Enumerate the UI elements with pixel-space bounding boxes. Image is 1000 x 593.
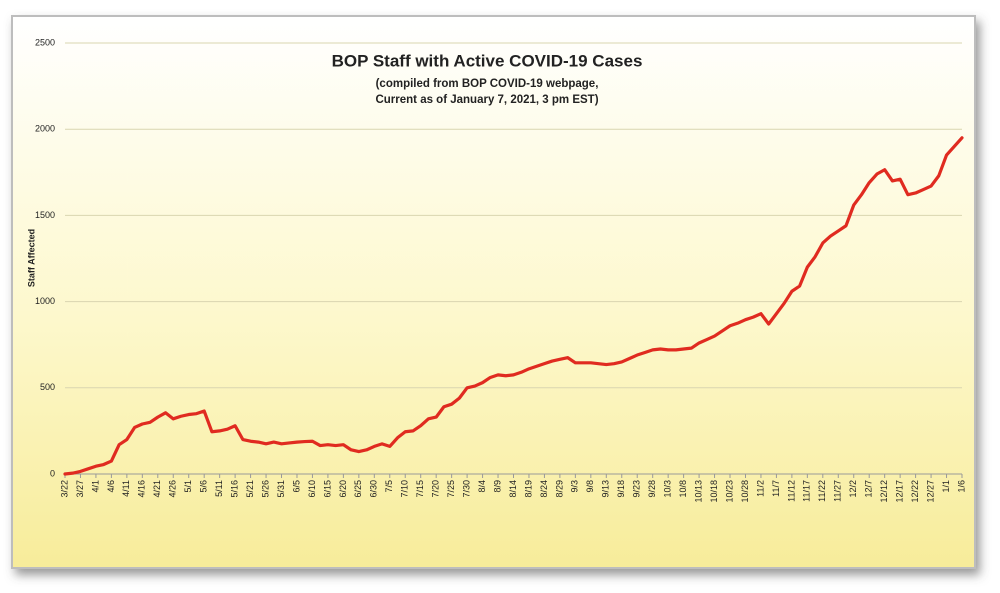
x-tick-label: 8/4	[477, 480, 487, 493]
x-tick-label: 4/11	[121, 480, 131, 497]
y-tick-label: 2500	[35, 37, 55, 47]
x-tick-label: 4/6	[106, 480, 116, 493]
x-tick-label: 9/13	[601, 480, 611, 498]
x-tick-label: 12/27	[925, 480, 935, 503]
x-tick-label: 8/9	[492, 480, 502, 493]
x-tick-label: 7/10	[400, 480, 410, 498]
chart-subtitle: Current as of January 7, 2021, 3 pm EST)	[375, 94, 598, 106]
chart-panel	[11, 15, 976, 569]
x-tick-label: 7/20	[431, 480, 441, 498]
x-tick-label: 5/11	[214, 480, 224, 497]
x-tick-label: 12/2	[848, 480, 858, 498]
x-tick-label: 10/23	[724, 480, 734, 503]
x-tick-label: 5/21	[245, 480, 255, 498]
chart-title: BOP Staff with Active COVID-19 Cases	[332, 51, 643, 70]
x-tick-label: 5/16	[229, 480, 239, 498]
y-tick-label: 0	[50, 468, 55, 478]
x-tick-label: 12/17	[895, 480, 905, 503]
x-tick-label: 1/6	[956, 480, 966, 493]
x-tick-label: 9/28	[647, 480, 657, 498]
x-tick-label: 4/21	[152, 480, 162, 498]
x-tick-label: 11/7	[771, 480, 781, 497]
y-tick-label: 1000	[35, 296, 55, 306]
x-tick-label: 8/29	[554, 480, 564, 498]
y-axis-label: Staff Affected	[26, 229, 36, 287]
x-tick-label: 9/8	[585, 480, 595, 493]
x-tick-label: 6/10	[307, 480, 317, 498]
y-tick-label: 2000	[35, 124, 55, 134]
x-tick-label: 11/17	[802, 480, 812, 502]
x-tick-label: 11/12	[786, 480, 796, 502]
x-tick-label: 6/15	[322, 480, 332, 498]
x-tick-label: 5/6	[199, 480, 209, 493]
x-tick-label: 7/25	[446, 480, 456, 498]
x-tick-label: 3/27	[75, 480, 85, 498]
x-tick-label: 4/26	[168, 480, 178, 498]
x-tick-label: 12/7	[864, 480, 874, 498]
x-tick-label: 9/18	[616, 480, 626, 498]
x-tick-label: 10/28	[740, 480, 750, 503]
x-tick-label: 5/1	[183, 480, 193, 493]
x-tick-label: 10/8	[678, 480, 688, 498]
x-tick-label: 10/3	[663, 480, 673, 498]
x-tick-label: 1/1	[941, 480, 951, 493]
chart-subtitle: (compiled from BOP COVID-19 webpage,	[376, 78, 599, 90]
x-tick-label: 8/24	[539, 480, 549, 498]
x-tick-label: 6/25	[353, 480, 363, 498]
x-tick-label: 7/5	[384, 480, 394, 493]
x-tick-label: 11/27	[833, 480, 843, 502]
x-tick-label: 8/19	[523, 480, 533, 498]
x-tick-label: 10/13	[693, 480, 703, 503]
x-tick-label: 4/16	[137, 480, 147, 498]
x-tick-label: 5/26	[260, 480, 270, 498]
x-tick-label: 6/5	[291, 480, 301, 493]
x-tick-label: 7/15	[415, 480, 425, 498]
x-tick-label: 11/22	[817, 480, 827, 502]
x-tick-label: 10/18	[709, 480, 719, 503]
x-tick-label: 4/1	[90, 480, 100, 493]
x-tick-label: 12/22	[910, 480, 920, 503]
x-tick-label: 5/31	[276, 480, 286, 498]
y-tick-label: 500	[40, 382, 55, 392]
x-tick-label: 8/14	[508, 480, 518, 498]
x-tick-label: 3/22	[59, 480, 69, 498]
x-tick-label: 12/12	[879, 480, 889, 503]
y-tick-label: 1500	[35, 210, 55, 220]
x-tick-label: 6/30	[369, 480, 379, 498]
x-tick-label: 9/23	[632, 480, 642, 498]
x-tick-label: 6/20	[338, 480, 348, 498]
x-tick-label: 9/3	[570, 480, 580, 493]
x-tick-label: 7/30	[461, 480, 471, 498]
x-tick-label: 11/2	[755, 480, 765, 497]
data-line	[63, 136, 964, 476]
